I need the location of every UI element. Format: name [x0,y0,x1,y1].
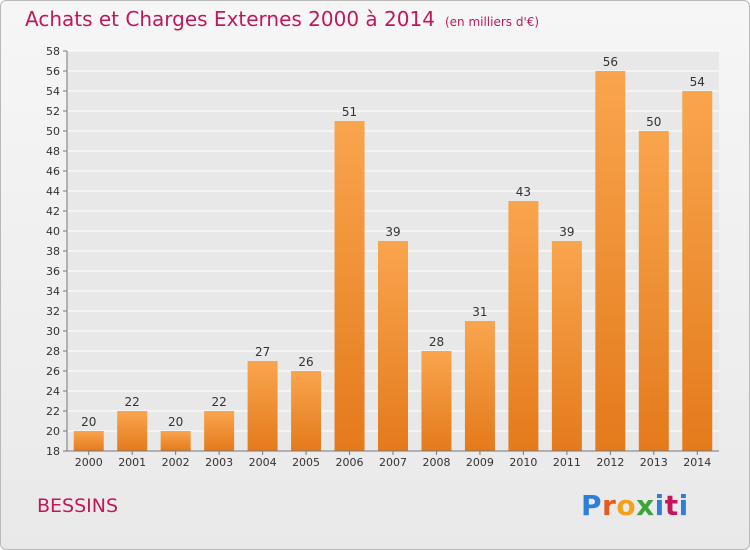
y-tick-label: 22 [46,405,60,418]
x-tick-label-2008: 2008 [422,456,450,469]
x-tick-label-2010: 2010 [509,456,537,469]
x-tick-label-2006: 2006 [336,456,364,469]
x-tick-label-2003: 2003 [205,456,233,469]
data-label-2011: 39 [559,225,574,239]
bar-2005 [291,371,322,451]
y-tick-label: 26 [46,365,60,378]
data-label-2005: 26 [298,355,313,369]
commune-name: BESSINS [37,495,119,517]
data-label-2000: 20 [81,415,96,429]
chart-title-text: Achats et Charges Externes 2000 à 2014 [25,7,435,31]
y-tick-label: 54 [46,85,60,98]
y-tick-label: 36 [46,265,60,278]
data-label-2009: 31 [472,305,487,319]
chart-title: Achats et Charges Externes 2000 à 2014 (e… [25,7,539,31]
logo-letter: P [581,489,603,522]
chart-subtitle: (en milliers d'€) [444,15,540,29]
y-tick-label: 24 [46,385,60,398]
x-tick-label-2007: 2007 [379,456,407,469]
bar-2006 [334,121,365,451]
bar-2008 [421,351,452,451]
data-label-2013: 50 [646,115,661,129]
data-label-2014: 54 [690,75,705,89]
data-label-2002: 20 [168,415,183,429]
logo-letter: r [602,489,617,522]
y-tick-label: 50 [46,125,60,138]
x-tick-label-2004: 2004 [249,456,277,469]
data-label-2001: 22 [125,395,140,409]
data-label-2006: 51 [342,105,357,119]
y-tick-label: 42 [46,205,60,218]
data-label-2012: 56 [603,55,618,69]
bar-2001 [117,411,148,451]
logo-letter: i [678,489,689,522]
data-label-2003: 22 [211,395,226,409]
x-tick-label-2012: 2012 [596,456,624,469]
y-tick-label: 38 [46,245,60,258]
bar-2011 [551,241,582,451]
x-tick-label-2009: 2009 [466,456,494,469]
x-tick-label-2011: 2011 [553,456,581,469]
x-tick-label-2002: 2002 [162,456,190,469]
bar-2012 [595,71,626,451]
proxiti-logo: Proxiti [581,489,689,522]
y-tick-label: 58 [46,45,60,58]
y-tick-label: 56 [46,65,60,78]
x-tick-label-2001: 2001 [118,456,146,469]
logo-letter: i [654,489,665,522]
x-tick-label-2005: 2005 [292,456,320,469]
y-tick-label: 30 [46,325,60,338]
bar-2009 [464,321,495,451]
data-label-2007: 39 [385,225,400,239]
data-label-2008: 28 [429,335,444,349]
logo-letter: o [616,489,637,522]
bar-2002 [160,431,191,451]
bar-2014 [682,91,713,451]
bar-2013 [638,131,669,451]
x-tick-label-2000: 2000 [75,456,103,469]
data-label-2004: 27 [255,345,270,359]
y-tick-label: 32 [46,305,60,318]
y-tick-label: 28 [46,345,60,358]
y-tick-label: 48 [46,145,60,158]
logo-letter: x [636,489,655,522]
x-tick-label-2013: 2013 [640,456,668,469]
logo-letter: t [664,489,679,522]
y-tick-label: 40 [46,225,60,238]
y-tick-label: 52 [46,105,60,118]
y-tick-label: 34 [46,285,60,298]
bar-2000 [73,431,104,451]
bar-2004 [247,361,278,451]
y-tick-label: 44 [46,185,60,198]
data-label-2010: 43 [516,185,531,199]
y-tick-label: 46 [46,165,60,178]
x-tick-label-2014: 2014 [683,456,711,469]
bar-2003 [204,411,235,451]
bar-2010 [508,201,539,451]
bar-2007 [378,241,408,451]
y-tick-label: 18 [46,445,60,458]
y-tick-label: 20 [46,425,60,438]
